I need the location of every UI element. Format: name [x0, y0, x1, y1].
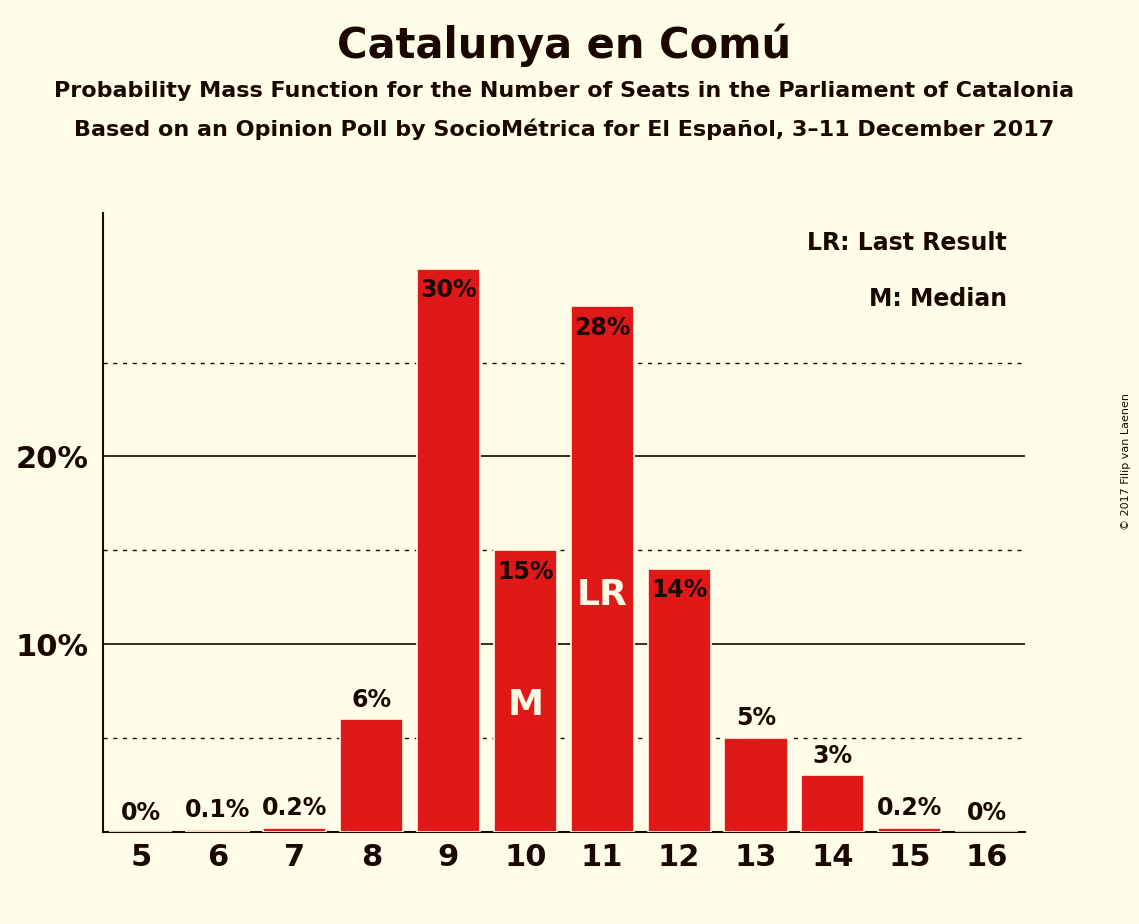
Text: 28%: 28%: [574, 316, 631, 340]
Text: 5%: 5%: [736, 706, 776, 730]
Text: Based on an Opinion Poll by SocioMétrica for El Español, 3–11 December 2017: Based on an Opinion Poll by SocioMétrica…: [74, 118, 1054, 140]
Bar: [648, 569, 711, 832]
Text: 3%: 3%: [813, 744, 853, 768]
Text: 0%: 0%: [967, 801, 1007, 825]
Text: M: M: [507, 688, 543, 722]
Text: 0.1%: 0.1%: [186, 798, 251, 822]
Text: © 2017 Filip van Laenen: © 2017 Filip van Laenen: [1121, 394, 1131, 530]
Bar: [263, 828, 326, 832]
Bar: [341, 719, 403, 832]
Bar: [571, 307, 633, 832]
Text: 0.2%: 0.2%: [877, 796, 942, 821]
Text: Catalunya en Comú: Catalunya en Comú: [337, 23, 790, 67]
Bar: [187, 830, 249, 832]
Bar: [494, 550, 557, 832]
Text: 0.2%: 0.2%: [262, 796, 327, 821]
Text: 30%: 30%: [420, 278, 477, 302]
Text: Probability Mass Function for the Number of Seats in the Parliament of Catalonia: Probability Mass Function for the Number…: [54, 81, 1074, 102]
Text: 6%: 6%: [352, 687, 392, 711]
Bar: [878, 828, 941, 832]
Text: 0%: 0%: [121, 801, 161, 825]
Bar: [724, 737, 787, 832]
Bar: [417, 269, 480, 832]
Text: 15%: 15%: [497, 560, 554, 584]
Text: LR: LR: [576, 578, 628, 613]
Text: LR: Last Result: LR: Last Result: [806, 231, 1007, 255]
Text: M: Median: M: Median: [869, 286, 1007, 310]
Bar: [802, 775, 865, 832]
Text: 14%: 14%: [652, 578, 707, 602]
